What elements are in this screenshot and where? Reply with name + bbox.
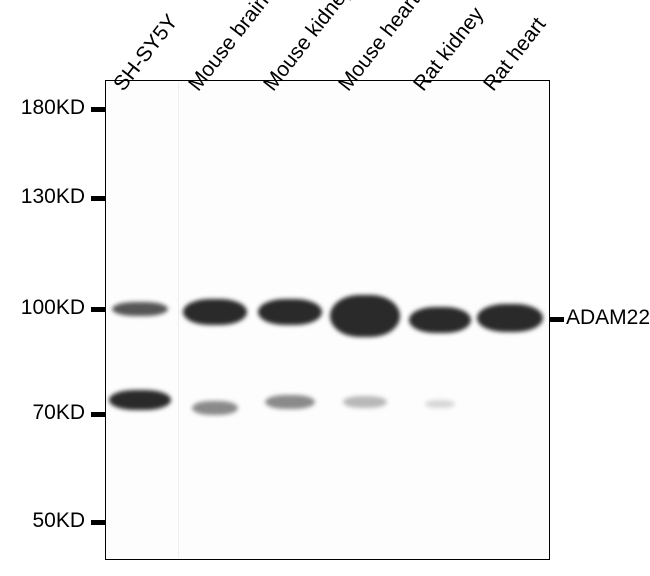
blot-band xyxy=(409,307,471,333)
mw-tick xyxy=(91,412,105,417)
blot-band xyxy=(265,395,315,409)
blot-band xyxy=(425,400,455,408)
mw-label: 70KD xyxy=(0,401,85,425)
blot-band xyxy=(112,302,168,316)
mw-tick xyxy=(91,107,105,112)
blot-band xyxy=(183,299,247,325)
western-blot-figure: 180KD130KD100KD70KD50KD SH-SY5YMouse bra… xyxy=(0,0,650,576)
lane-separator xyxy=(178,82,179,558)
mw-label: 180KD xyxy=(0,96,85,120)
blot-band xyxy=(330,295,400,337)
protein-tick xyxy=(550,317,564,322)
blot-band xyxy=(258,299,322,325)
blot-band xyxy=(343,396,387,408)
mw-tick xyxy=(91,520,105,525)
blot-band xyxy=(192,401,238,415)
mw-label: 130KD xyxy=(0,185,85,209)
mw-tick xyxy=(91,196,105,201)
mw-label: 50KD xyxy=(0,509,85,533)
blot-band xyxy=(477,304,543,332)
mw-tick xyxy=(91,307,105,312)
mw-label: 100KD xyxy=(0,296,85,320)
blot-band xyxy=(109,390,171,410)
protein-name-label: ADAM22 xyxy=(566,306,650,330)
